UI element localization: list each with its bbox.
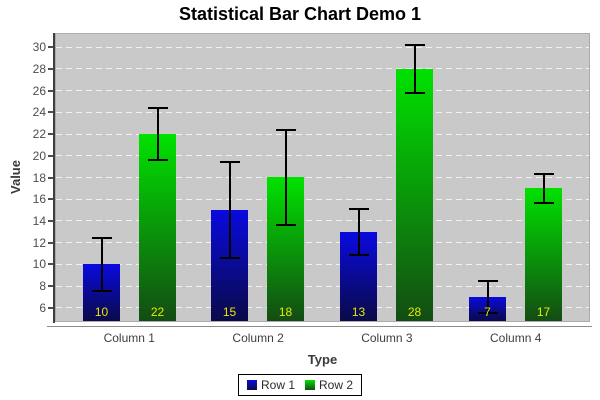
gridline (56, 46, 589, 48)
error-bar-line (357, 209, 360, 255)
y-tick-label: 24 (32, 105, 46, 120)
gridline (56, 198, 589, 200)
legend-label-row-1: Row 1 (260, 378, 295, 392)
gridline (56, 155, 589, 157)
gridline (56, 68, 589, 70)
error-bar-line (542, 174, 545, 203)
bar-value-label: 10 (94, 305, 109, 319)
y-tick-label: 18 (32, 170, 46, 185)
bar-row-2-col-3 (396, 69, 433, 321)
x-tick-label-column-4: Column 4 (490, 331, 542, 345)
y-tick-label: 8 (39, 279, 46, 294)
legend-item-row-1: Row 1 (246, 378, 295, 392)
error-bar-line (284, 129, 287, 226)
y-tick-label: 26 (32, 83, 46, 98)
y-tick-mark (48, 176, 53, 179)
gridline (56, 285, 589, 287)
bar-value-label: 22 (150, 305, 165, 319)
y-tick-mark (48, 111, 53, 114)
error-bar-line (486, 280, 489, 314)
error-bar-cap (91, 237, 112, 240)
error-bar-cap (147, 106, 168, 109)
error-bar-cap (404, 91, 425, 94)
error-bar-cap (533, 201, 554, 204)
error-bar-cap (91, 289, 112, 292)
error-bar-cap (533, 173, 554, 176)
y-tick-label: 12 (32, 235, 46, 250)
chart-title: Statistical Bar Chart Demo 1 (178, 4, 422, 24)
legend: Row 1 Row 2 (237, 374, 363, 396)
bar-value-label: 17 (536, 305, 551, 319)
x-axis-line (47, 326, 592, 327)
y-tick-mark (48, 67, 53, 70)
x-axis-label: Type (307, 352, 338, 367)
bar-row-2-col-4 (525, 188, 562, 321)
y-tick-mark (48, 46, 53, 49)
x-tick-label-column-1: Column 1 (103, 331, 155, 345)
plot-area: 10 15 13 7 22 18 28 17 (55, 33, 590, 322)
y-tick-label: 22 (32, 127, 46, 141)
error-bar-cap (219, 256, 240, 259)
y-tick-label: 6 (39, 300, 46, 315)
bar-value-label: 18 (278, 305, 293, 319)
y-tick-mark (48, 285, 53, 288)
bar-value-label: 28 (407, 305, 422, 319)
y-tick-mark (48, 241, 53, 244)
y-tick-label: 30 (32, 40, 46, 55)
error-bar-cap (219, 161, 240, 164)
error-bar-line (156, 107, 159, 161)
gridline (56, 263, 589, 265)
x-tick-label-column-2: Column 2 (232, 331, 284, 345)
error-bar-cap (477, 312, 498, 315)
gridline (56, 90, 589, 92)
error-bar-cap (348, 253, 369, 256)
legend-label-row-2: Row 2 (319, 378, 354, 392)
gridline (56, 307, 589, 309)
gridline (56, 111, 589, 113)
gridline (56, 242, 589, 244)
legend-swatch-row-1-icon (246, 380, 257, 390)
y-tick-mark (48, 133, 53, 135)
error-bar-cap (147, 159, 168, 162)
error-bar-cap (275, 128, 296, 131)
y-tick-label: 20 (32, 148, 46, 163)
error-bar-line (228, 162, 231, 258)
y-tick-mark (48, 306, 53, 309)
x-tick-label-column-3: Column 3 (361, 331, 413, 345)
y-tick-mark (48, 198, 53, 201)
y-tick-mark (48, 263, 53, 266)
error-bar-line (100, 238, 103, 291)
error-bar-line (413, 44, 416, 93)
bar-row-2-col-1 (139, 134, 176, 321)
error-bar-cap (275, 224, 296, 227)
bar-value-label: 13 (351, 305, 366, 319)
error-bar-cap (348, 208, 369, 211)
legend-swatch-row-2-icon (305, 380, 315, 390)
gridline (56, 133, 589, 135)
bar-value-label: 7 (484, 305, 491, 319)
y-tick-mark (48, 154, 53, 157)
y-tick-mark (48, 219, 53, 222)
error-bar-cap (404, 43, 425, 46)
y-tick-label: 10 (32, 257, 46, 272)
error-bar-cap (477, 279, 498, 282)
y-axis-line (53, 33, 55, 323)
y-tick-label: 16 (32, 192, 46, 207)
bar-value-label: 15 (222, 305, 237, 319)
y-tick-label: 14 (32, 213, 46, 228)
y-tick-mark (48, 89, 53, 92)
gridline (56, 177, 589, 178)
y-tick-label: 28 (32, 61, 46, 76)
gridline (56, 220, 589, 222)
legend-item-row-2: Row 2 (305, 378, 353, 392)
